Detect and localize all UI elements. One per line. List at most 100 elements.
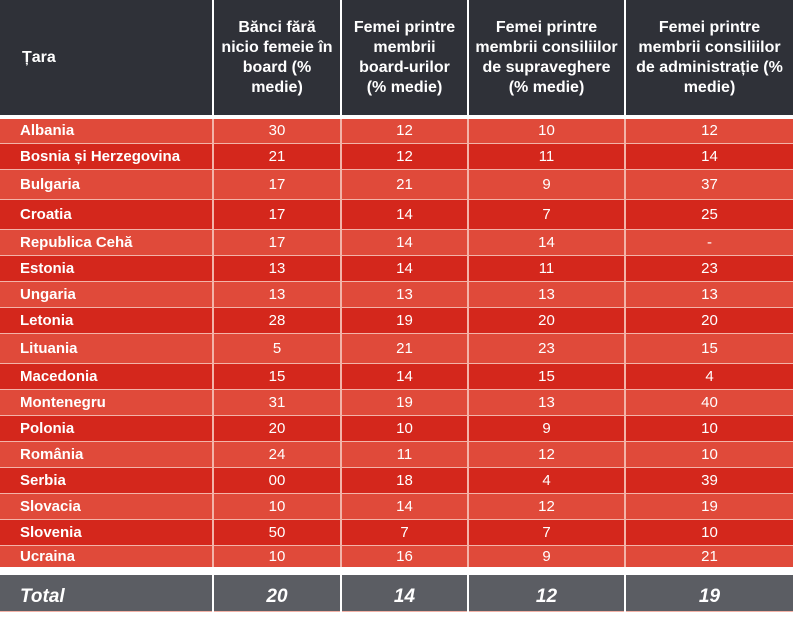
value-cell: 10 xyxy=(625,415,793,442)
value-cell: 10 xyxy=(213,545,342,572)
value-cell: 18 xyxy=(341,467,469,494)
header-country: Țara xyxy=(0,0,214,117)
country-cell: Bulgaria xyxy=(0,169,214,200)
value-cell: 7 xyxy=(468,519,626,546)
value-cell: 23 xyxy=(625,255,793,282)
table-body: Albania 30 12 10 12 Bosnia și Herzegovin… xyxy=(0,117,793,612)
value-cell: 13 xyxy=(468,281,626,308)
table-row: România 24 11 12 10 xyxy=(0,441,793,468)
table-row: Ungaria 13 13 13 13 xyxy=(0,281,793,308)
value-cell: 14 xyxy=(468,229,626,256)
value-cell: 10 xyxy=(213,493,342,520)
table-row: Serbia 00 18 4 39 xyxy=(0,467,793,494)
header-women-administration: Femei printre membrii consiliilor de adm… xyxy=(625,0,793,117)
table-row: Estonia 13 14 11 23 xyxy=(0,255,793,282)
value-cell: 25 xyxy=(625,199,793,230)
country-cell: Montenegru xyxy=(0,389,214,416)
country-cell: Bosnia și Herzegovina xyxy=(0,143,214,170)
table-row: Ucraina 10 16 9 21 xyxy=(0,545,793,572)
value-cell: 20 xyxy=(625,307,793,334)
value-cell: - xyxy=(625,229,793,256)
value-cell: 9 xyxy=(468,545,626,572)
value-cell: 20 xyxy=(213,415,342,442)
value-cell: 15 xyxy=(213,363,342,390)
value-cell: 17 xyxy=(213,229,342,256)
table-row: Polonia 20 10 9 10 xyxy=(0,415,793,442)
value-cell: 11 xyxy=(341,441,469,468)
value-cell: 31 xyxy=(213,389,342,416)
value-cell: 19 xyxy=(625,493,793,520)
country-cell: Letonia xyxy=(0,307,214,334)
header-banks-no-women: Bănci fără nicio femeie în board (% medi… xyxy=(213,0,342,117)
table-row: Slovenia 50 7 7 10 xyxy=(0,519,793,546)
country-cell: România xyxy=(0,441,214,468)
country-cell: Croatia xyxy=(0,199,214,230)
value-cell: 20 xyxy=(468,307,626,334)
value-cell: 13 xyxy=(341,281,469,308)
value-cell: 21 xyxy=(213,143,342,170)
country-cell: Estonia xyxy=(0,255,214,282)
value-cell: 00 xyxy=(213,467,342,494)
value-cell: 23 xyxy=(468,333,626,364)
table-row: Lituania 5 21 23 15 xyxy=(0,333,793,364)
total-label: Total xyxy=(0,567,214,612)
country-cell: Ungaria xyxy=(0,281,214,308)
value-cell: 21 xyxy=(625,545,793,572)
country-cell: Slovacia xyxy=(0,493,214,520)
value-cell: 21 xyxy=(341,169,469,200)
value-cell: 10 xyxy=(341,415,469,442)
country-cell: Lituania xyxy=(0,333,214,364)
value-cell: 14 xyxy=(341,229,469,256)
value-cell: 12 xyxy=(341,143,469,170)
table-row: Montenegru 31 19 13 40 xyxy=(0,389,793,416)
value-cell: 37 xyxy=(625,169,793,200)
value-cell: 12 xyxy=(468,493,626,520)
country-cell: Serbia xyxy=(0,467,214,494)
value-cell: 7 xyxy=(341,519,469,546)
value-cell: 21 xyxy=(341,333,469,364)
country-cell: Ucraina xyxy=(0,545,214,572)
value-cell: 50 xyxy=(213,519,342,546)
total-value: 14 xyxy=(341,567,469,612)
value-cell: 19 xyxy=(341,307,469,334)
value-cell: 9 xyxy=(468,415,626,442)
value-cell: 16 xyxy=(341,545,469,572)
value-cell: 11 xyxy=(468,255,626,282)
value-cell: 12 xyxy=(341,117,469,144)
value-cell: 10 xyxy=(625,519,793,546)
country-cell: Republica Cehă xyxy=(0,229,214,256)
value-cell: 11 xyxy=(468,143,626,170)
value-cell: 12 xyxy=(468,441,626,468)
table-row: Albania 30 12 10 12 xyxy=(0,117,793,144)
total-row: Total 20 14 12 19 xyxy=(0,567,793,612)
country-cell: Polonia xyxy=(0,415,214,442)
country-cell: Slovenia xyxy=(0,519,214,546)
value-cell: 30 xyxy=(213,117,342,144)
value-cell: 7 xyxy=(468,199,626,230)
table-row: Bulgaria 17 21 9 37 xyxy=(0,169,793,200)
value-cell: 10 xyxy=(468,117,626,144)
value-cell: 13 xyxy=(468,389,626,416)
value-cell: 13 xyxy=(625,281,793,308)
value-cell: 4 xyxy=(625,363,793,390)
value-cell: 13 xyxy=(213,281,342,308)
value-cell: 14 xyxy=(341,363,469,390)
country-cell: Macedonia xyxy=(0,363,214,390)
value-cell: 5 xyxy=(213,333,342,364)
country-cell: Albania xyxy=(0,117,214,144)
value-cell: 4 xyxy=(468,467,626,494)
table-row: Letonia 28 19 20 20 xyxy=(0,307,793,334)
header-women-board: Femei printre membrii board-urilor (% me… xyxy=(341,0,469,117)
total-value: 19 xyxy=(625,567,793,612)
value-cell: 14 xyxy=(341,255,469,282)
value-cell: 24 xyxy=(213,441,342,468)
value-cell: 17 xyxy=(213,199,342,230)
total-value: 12 xyxy=(468,567,626,612)
table-row: Macedonia 15 14 15 4 xyxy=(0,363,793,390)
value-cell: 13 xyxy=(213,255,342,282)
value-cell: 12 xyxy=(625,117,793,144)
table-row: Bosnia și Herzegovina 21 12 11 14 xyxy=(0,143,793,170)
total-value: 20 xyxy=(213,567,342,612)
header-women-supervisory: Femei printre membrii consiliilor de sup… xyxy=(468,0,626,117)
